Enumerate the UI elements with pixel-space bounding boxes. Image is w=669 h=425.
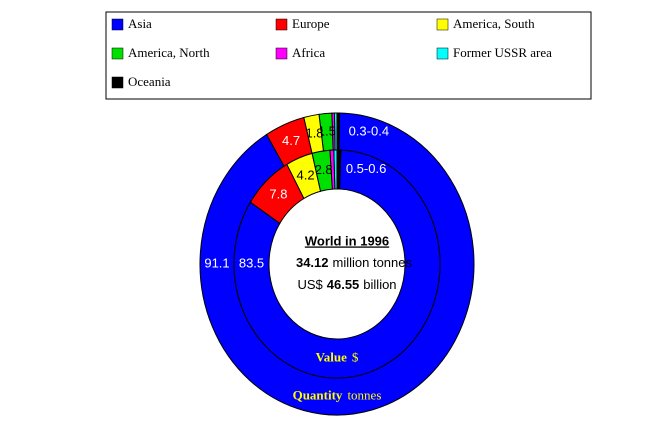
value-label: 7.8	[269, 187, 287, 202]
legend-label: Africa	[292, 45, 325, 60]
legend-label: Oceania	[128, 74, 171, 89]
legend-swatch	[111, 18, 124, 31]
ring-label: Value $	[316, 349, 359, 364]
legend-swatch	[436, 47, 449, 60]
donut-slice	[336, 149, 342, 190]
legend-swatch	[275, 18, 288, 31]
value-label: 1.5	[318, 123, 336, 138]
value-label: 2.8	[315, 162, 333, 177]
legend-swatch	[275, 47, 288, 60]
center-title: World in 1996	[305, 233, 389, 248]
value-label: 1.8	[305, 125, 323, 140]
value-label: 4.2	[296, 168, 314, 183]
legend-label: America, South	[453, 16, 535, 31]
quantity-unit: million tonnes	[333, 255, 413, 270]
quantity-number: 34.12	[296, 255, 329, 270]
ring-name: Quantity	[293, 387, 343, 402]
legend-label: Asia	[128, 16, 152, 31]
value-prefix: US$	[297, 277, 323, 292]
ring-label: Quantity tonnes	[293, 387, 382, 402]
donut-slice	[336, 112, 341, 151]
donut-slice	[233, 149, 441, 379]
value-number: 46.55	[327, 277, 360, 292]
value-unit: billion	[363, 277, 396, 292]
range-label: 0.5-0.6	[346, 161, 386, 176]
center-value: US$ 46.55 billion	[297, 277, 396, 292]
legend-swatch	[111, 76, 124, 89]
legend-box	[105, 11, 592, 100]
center-quantity: 34.12 million tonnes	[296, 255, 413, 270]
legend-label: Europe	[292, 16, 330, 31]
range-label: 0.3-0.4	[349, 123, 389, 138]
value-label: 83.5	[239, 255, 264, 270]
legend-label: Former USSR area	[453, 45, 552, 60]
value-label: 4.7	[282, 133, 300, 148]
ring-unit: $	[352, 349, 359, 364]
ring-unit: tonnes	[347, 387, 381, 402]
value-label: 91.1	[204, 255, 229, 270]
legend-label: America, North	[128, 45, 210, 60]
legend-swatch	[111, 47, 124, 60]
ring-name: Value	[316, 349, 348, 364]
legend-swatch	[436, 18, 449, 31]
